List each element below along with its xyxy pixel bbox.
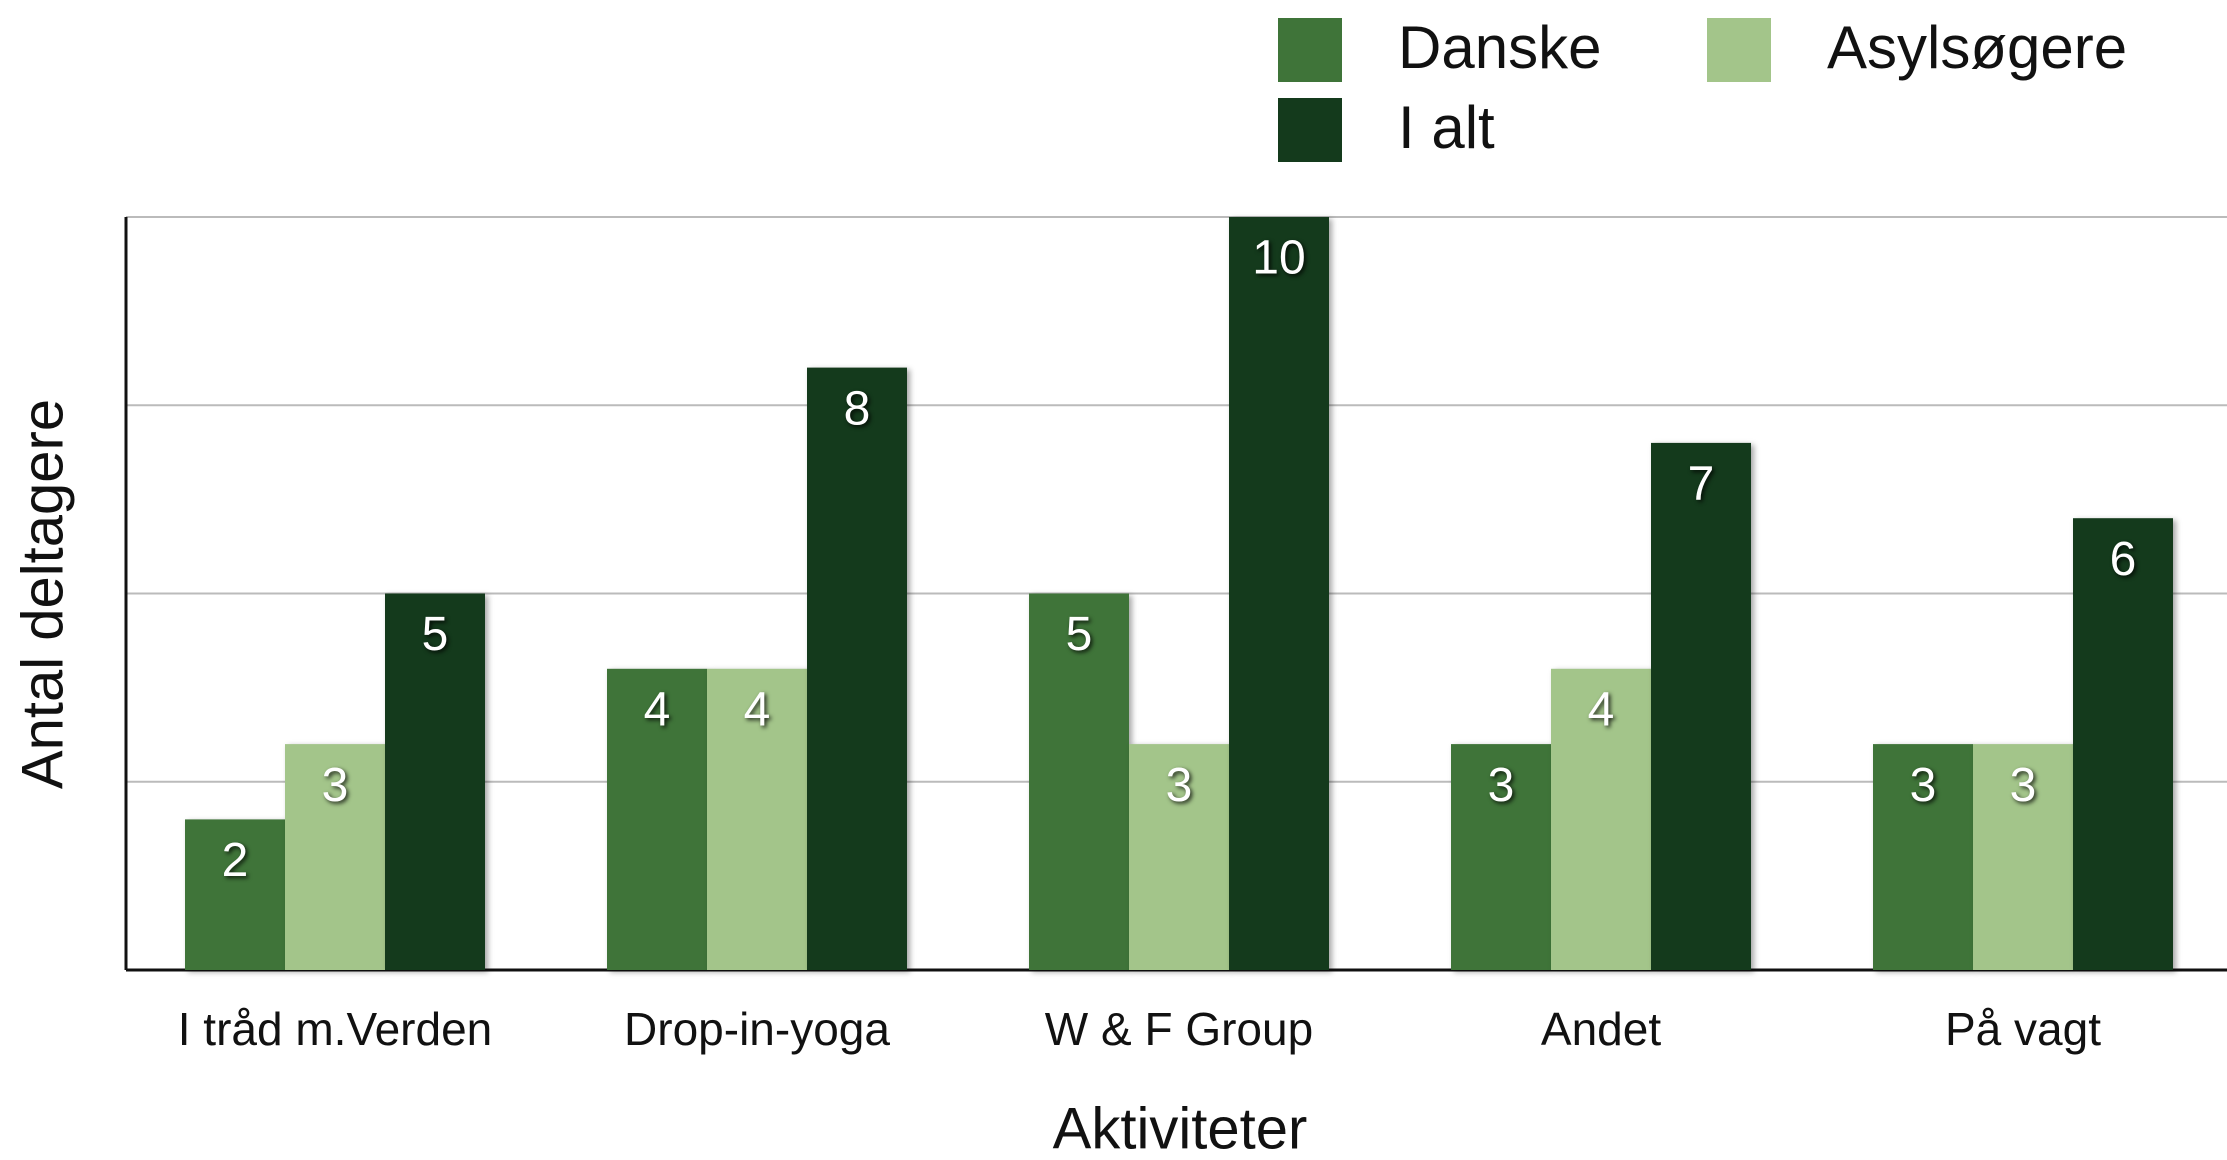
bar [185,819,285,970]
bar [1229,217,1329,970]
legend-swatch [1278,98,1342,162]
bar [285,744,385,970]
x-tick-label: Drop-in-yoga [624,1003,890,1055]
bar [1651,442,1751,970]
value-label: 10 [1252,232,1305,285]
value-label: 6 [2110,533,2137,586]
value-label: 3 [322,759,349,812]
bar [1029,593,1129,970]
legend-label: I alt [1398,94,1495,161]
value-label: 3 [2010,759,2037,812]
value-label: 5 [422,608,449,661]
value-label: 3 [1166,759,1193,812]
value-label: 3 [1488,759,1515,812]
bar [1129,744,1229,970]
value-label: 8 [844,382,871,435]
legend-swatch [1707,18,1771,82]
bar [607,668,707,970]
y-axis-title: Antal deltagere [10,399,75,789]
bar [707,668,807,970]
bar [1451,744,1551,970]
bar [1873,744,1973,970]
value-label: 3 [1910,759,1937,812]
value-label: 4 [644,683,671,736]
bar [1973,744,2073,970]
x-tick-label: I tråd m.Verden [178,1003,493,1055]
bar [385,593,485,970]
x-tick-label: Andet [1541,1003,1661,1055]
x-tick-label: W & F Group [1045,1003,1313,1055]
x-axis-title: Aktiviteter [1053,1096,1308,1160]
value-label: 2 [222,834,249,887]
bar [1551,668,1651,970]
legend-label: Asylsøgere [1827,14,2127,81]
value-label: 4 [744,683,771,736]
legend-label: Danske [1398,14,1601,81]
value-label: 5 [1066,608,1093,661]
value-label: 7 [1688,458,1715,511]
bar [807,367,907,971]
x-tick-label: På vagt [1945,1003,2101,1055]
legend-swatch [1278,18,1342,82]
value-label: 4 [1588,683,1615,736]
bar [2073,518,2173,970]
